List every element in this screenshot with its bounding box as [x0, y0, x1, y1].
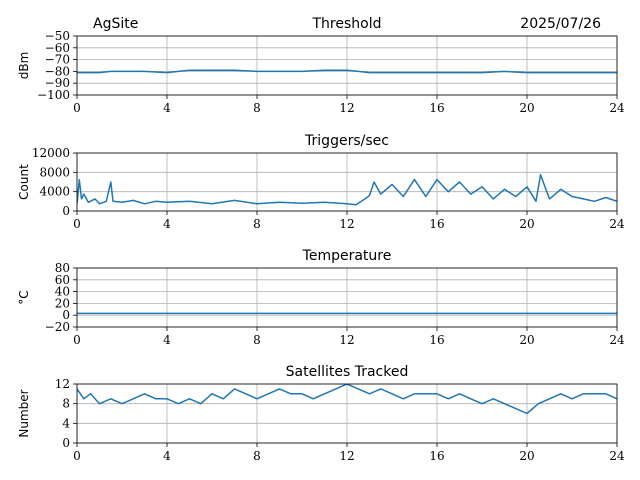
y-tick-label: −80	[45, 64, 70, 78]
y-tick-label: 8	[62, 397, 70, 411]
x-tick-label: 4	[163, 217, 171, 231]
y-tick-label: −70	[45, 53, 70, 67]
x-tick-label: 24	[609, 217, 625, 231]
x-tick-label: 0	[73, 217, 81, 231]
x-tick-label: 12	[339, 217, 354, 231]
series-line	[77, 384, 617, 415]
y-tick-label: 12000	[32, 146, 70, 160]
chart-title: Triggers/sec	[304, 133, 389, 149]
x-tick-label: 0	[73, 333, 81, 347]
x-tick-label: 12	[339, 449, 354, 463]
x-tick-label: 20	[519, 101, 534, 115]
y-tick-label: 4000	[39, 185, 70, 199]
x-tick-label: 16	[429, 217, 444, 231]
y-tick-label: 60	[55, 273, 70, 287]
y-tick-label: −60	[45, 41, 70, 55]
x-tick-label: 16	[429, 101, 444, 115]
x-tick-label: 0	[73, 101, 81, 115]
x-tick-label: 4	[163, 333, 171, 347]
y-axis-label: °C	[17, 290, 31, 304]
series-line	[77, 174, 617, 206]
y-axis-label: Number	[17, 389, 31, 437]
x-tick-label: 12	[339, 101, 354, 115]
chart-title: Satellites Tracked	[286, 364, 409, 380]
x-tick-label: 24	[609, 333, 625, 347]
y-tick-label: 12	[55, 377, 70, 391]
x-tick-label: 16	[429, 333, 444, 347]
y-tick-label: 0	[62, 204, 70, 218]
x-tick-label: 16	[429, 449, 444, 463]
chart-title: Threshold	[312, 16, 382, 32]
y-tick-label: 4	[62, 416, 70, 430]
x-tick-label: 20	[519, 333, 534, 347]
x-tick-label: 0	[73, 449, 81, 463]
y-tick-label: −50	[45, 29, 70, 43]
x-tick-label: 8	[253, 333, 261, 347]
series-line	[77, 69, 617, 74]
x-tick-label: 24	[609, 101, 625, 115]
chart-panel-4: 0 4 8 12 16 20 24 0 4 8 12 Satellites Tracked Number	[17, 364, 625, 463]
y-tick-label: 8000	[39, 165, 70, 179]
x-tick-label: 8	[253, 217, 261, 231]
y-axis-label: Count	[17, 164, 31, 200]
y-tick-label: 40	[55, 285, 70, 299]
x-tick-label: 4	[163, 101, 171, 115]
chart-panel-2: 0 4 8 12 16 20 24 0 4000 8000 12000 Triggers/sec Cou…	[17, 133, 625, 231]
chart-title: Temperature	[302, 248, 392, 264]
x-tick-label: 24	[609, 449, 625, 463]
y-tick-label: 80	[55, 261, 70, 275]
x-tick-label: 12	[339, 333, 354, 347]
y-tick-label: −100	[37, 88, 70, 102]
y-tick-label: 0	[62, 436, 70, 450]
x-tick-label: 20	[519, 217, 534, 231]
x-tick-label: 20	[519, 449, 534, 463]
x-tick-label: 8	[253, 449, 261, 463]
date-label: 2025/07/26	[520, 16, 601, 32]
site-label: AgSite	[93, 16, 138, 32]
chart-panel-1: 0 4 8 12 16 20 24 −100−90−80−70−60−50 Threshold d…	[17, 16, 625, 115]
y-axis-label: dBm	[17, 52, 31, 80]
y-tick-label: 0	[62, 308, 70, 322]
x-tick-label: 8	[253, 101, 261, 115]
y-tick-label: −90	[45, 76, 70, 90]
y-tick-label: 20	[55, 296, 70, 310]
y-tick-label: −20	[45, 320, 70, 334]
x-tick-label: 4	[163, 449, 171, 463]
